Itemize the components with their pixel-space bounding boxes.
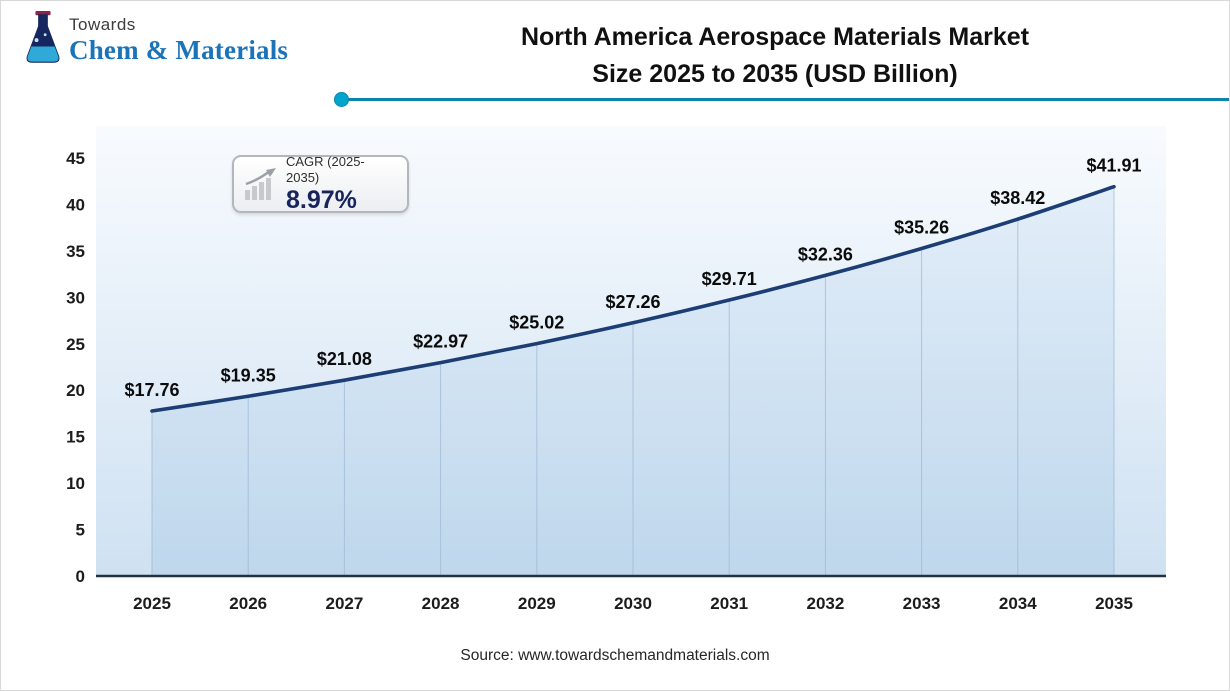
brand-logo: Towards Chem & Materials (21, 11, 288, 67)
cagr-label: CAGR (2025-2035) (286, 154, 365, 185)
x-axis-label: 2025 (133, 594, 171, 613)
flask-icon (26, 11, 60, 63)
y-axis-label: 5 (76, 521, 85, 540)
y-axis-label: 0 (76, 567, 85, 586)
y-axis-label: 25 (66, 335, 85, 354)
point-label: $25.02 (509, 313, 564, 333)
brand-name: Chem & Materials (69, 35, 289, 65)
x-axis-label: 2034 (999, 594, 1037, 613)
chart-title-line2: Size 2025 to 2035 (USD Billion) (592, 60, 958, 88)
y-axis-label: 30 (66, 288, 85, 307)
x-axis-label: 2028 (422, 594, 460, 613)
point-label: $29.71 (702, 269, 757, 289)
x-axis-label: 2026 (229, 594, 267, 613)
title-underline (341, 98, 1229, 101)
point-label: $19.35 (221, 365, 276, 385)
y-axis-label: 20 (66, 381, 85, 400)
x-axis-label: 2031 (710, 594, 748, 613)
chart-title-line1: North America Aerospace Materials Market (520, 23, 1030, 51)
point-label: $17.76 (124, 380, 179, 400)
y-axis-label: 35 (66, 242, 85, 261)
x-axis-label: 2032 (806, 594, 844, 613)
cagr-value: 8.97% (286, 186, 357, 214)
x-axis-label: 2035 (1095, 594, 1133, 613)
trend-line (150, 184, 1116, 413)
x-axis-label: 2030 (614, 594, 652, 613)
cagr-badge: CAGR (2025-2035) 8.97% (232, 154, 409, 214)
title-underline-dot (334, 92, 349, 107)
point-label: $41.91 (1086, 156, 1141, 176)
brand-top-text: Towards (69, 15, 136, 34)
point-label: $38.42 (990, 188, 1045, 208)
x-axis-label: 2029 (518, 594, 556, 613)
point-label: $22.97 (413, 332, 468, 352)
x-axis-label: 2027 (325, 594, 363, 613)
growth-bars-icon (245, 168, 276, 200)
point-label: $27.26 (605, 292, 660, 312)
point-label: $21.08 (317, 349, 372, 369)
y-axis-label: 40 (66, 195, 85, 214)
x-axis-label: 2033 (903, 594, 941, 613)
point-label: $35.26 (894, 217, 949, 237)
y-axis-label: 15 (66, 428, 85, 447)
y-axis-label: 10 (66, 474, 85, 493)
y-axis-label: 45 (66, 149, 85, 168)
chart-title: North America Aerospace Materials Market… (336, 19, 1214, 93)
source-text: Source: www.towardschemandmaterials.com (460, 647, 770, 664)
point-label: $32.36 (798, 244, 853, 264)
